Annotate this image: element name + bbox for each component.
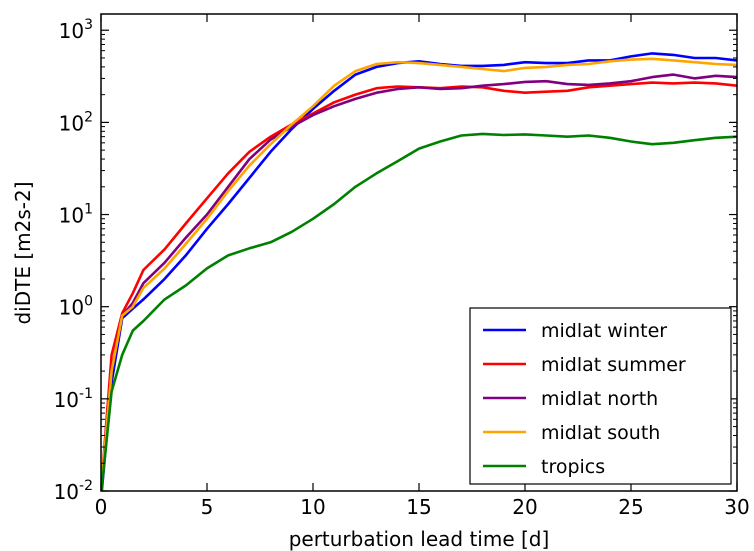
x-tick-label: 25	[618, 495, 643, 519]
y-tick-label: 100	[59, 294, 93, 320]
legend-label: midlat summer	[541, 354, 686, 376]
y-axis-label: diDTE [m2s-2]	[11, 181, 35, 324]
series-line-3	[101, 57, 737, 491]
series-line-1	[101, 81, 737, 491]
x-tick-label: 10	[300, 495, 325, 519]
legend-label: midlat north	[541, 388, 658, 410]
y-tick-label: 103	[59, 17, 93, 43]
x-axis-label: perturbation lead time [d]	[289, 527, 550, 551]
legend-box	[469, 307, 732, 485]
series-line-4	[101, 132, 737, 491]
legend: midlat winter midlat summer midlat north mi…	[469, 307, 732, 485]
y-tick-label: 10-2	[54, 478, 93, 504]
x-axis: 0 5 10 15 20 25 30	[95, 14, 750, 519]
x-tick-label: 15	[406, 495, 431, 519]
y-axis: 10-2 10-1 100 101 102 103	[54, 17, 737, 504]
x-tick-label: 5	[201, 495, 214, 519]
legend-label: midlat winter	[541, 320, 667, 342]
legend-label: midlat south	[541, 422, 660, 444]
x-tick-label: 20	[512, 495, 537, 519]
y-tick-label: 102	[59, 109, 93, 135]
x-tick-label: 30	[724, 495, 749, 519]
y-tick-label: 10-1	[54, 386, 93, 412]
series-line-2	[101, 73, 737, 491]
y-tick-label: 101	[59, 202, 93, 228]
x-tick-label: 0	[95, 495, 108, 519]
series-layer	[101, 52, 737, 491]
legend-label: tropics	[541, 456, 605, 478]
